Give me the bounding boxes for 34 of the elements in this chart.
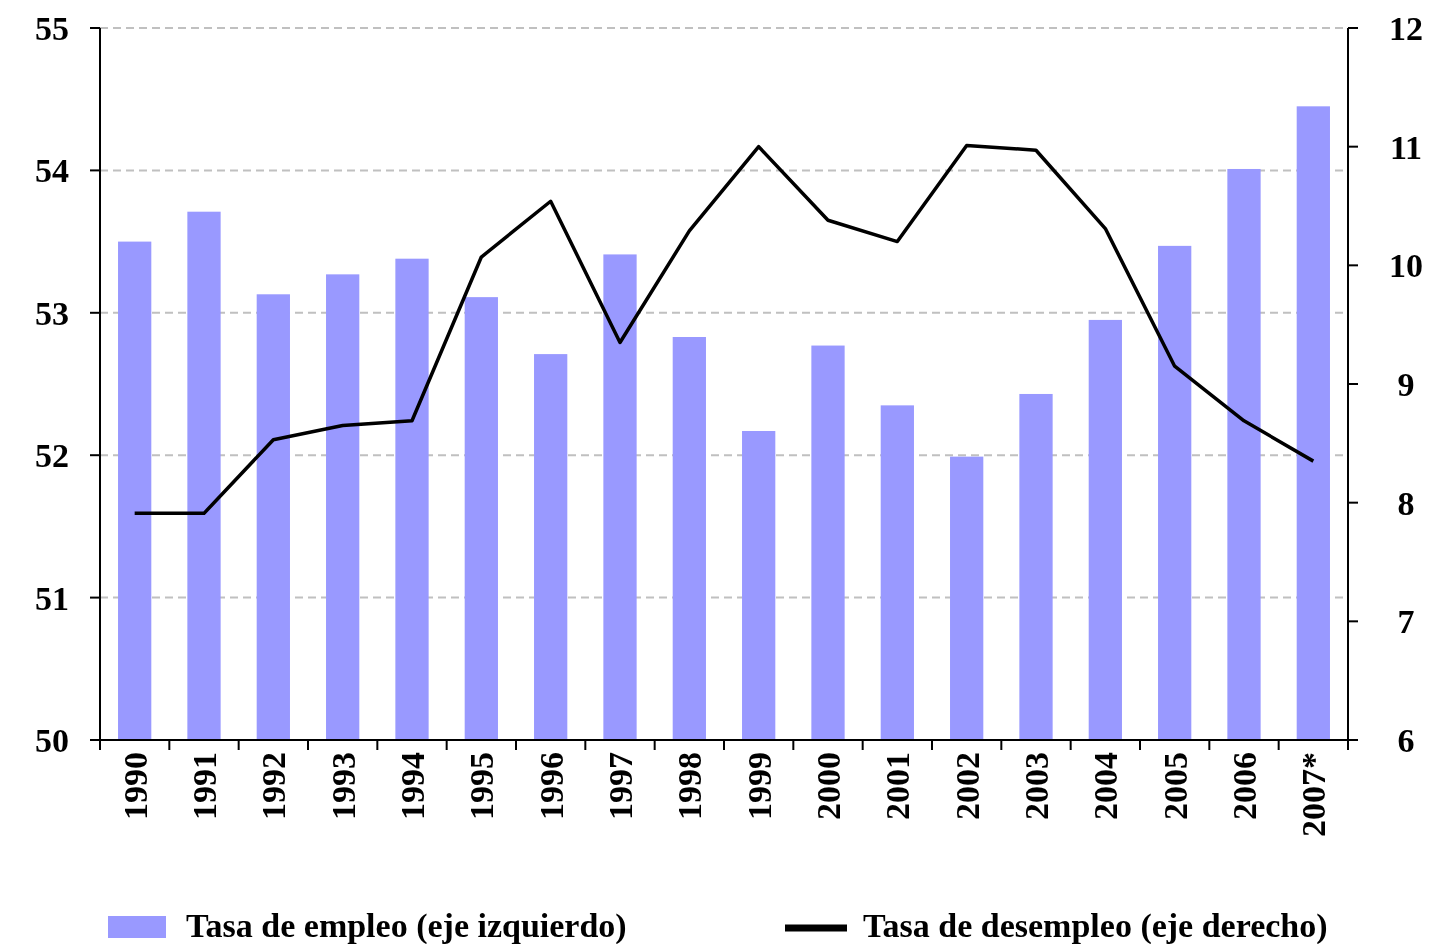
legend-label: Tasa de empleo (eje izquierdo) [186,907,627,944]
y2-tick-label: 8 [1397,484,1415,522]
x-tick-label: 1998 [671,752,709,820]
y-tick-label: 53 [35,294,69,332]
x-tick-label: 1995 [463,752,501,820]
y2-tick-label: 6 [1397,721,1415,759]
y2-tick-label: 9 [1397,365,1415,403]
y-tick-label: 55 [35,9,69,47]
x-tick-label: 2000 [809,752,847,820]
y-tick-label: 51 [35,579,69,617]
line-series [132,143,1316,516]
y2-tick-label: 10 [1389,247,1423,285]
x-tick-label: 2006 [1225,752,1263,820]
x-tick-label: 2007* [1295,752,1333,837]
x-tick-label: 2001 [879,752,917,820]
y-tick-label: 50 [35,721,69,759]
x-tick-label: 1991 [185,752,223,820]
x-tick-label: 1996 [532,752,570,820]
y2-tick-label: 12 [1389,9,1423,47]
x-tick-label: 1999 [740,752,778,820]
x-tick-label: 1990 [116,752,154,820]
x-tick-label: 1997 [601,752,639,820]
x-tick-label: 2005 [1156,752,1194,820]
y2-tick-label: 11 [1389,128,1423,166]
x-tick-label: 1992 [255,752,293,820]
x-tick-label: 2003 [1017,752,1055,820]
x-tick-label: 2002 [948,752,986,820]
x-tick-label: 1993 [324,752,362,820]
x-tick-label: 2004 [1087,752,1125,820]
y2-tick-label: 7 [1397,603,1415,641]
y-tick-label: 52 [35,437,69,475]
x-tick-label: 1994 [393,752,431,820]
legend-label: Tasa de desempleo (eje derecho) [863,907,1328,944]
y-tick-label: 54 [35,152,69,190]
